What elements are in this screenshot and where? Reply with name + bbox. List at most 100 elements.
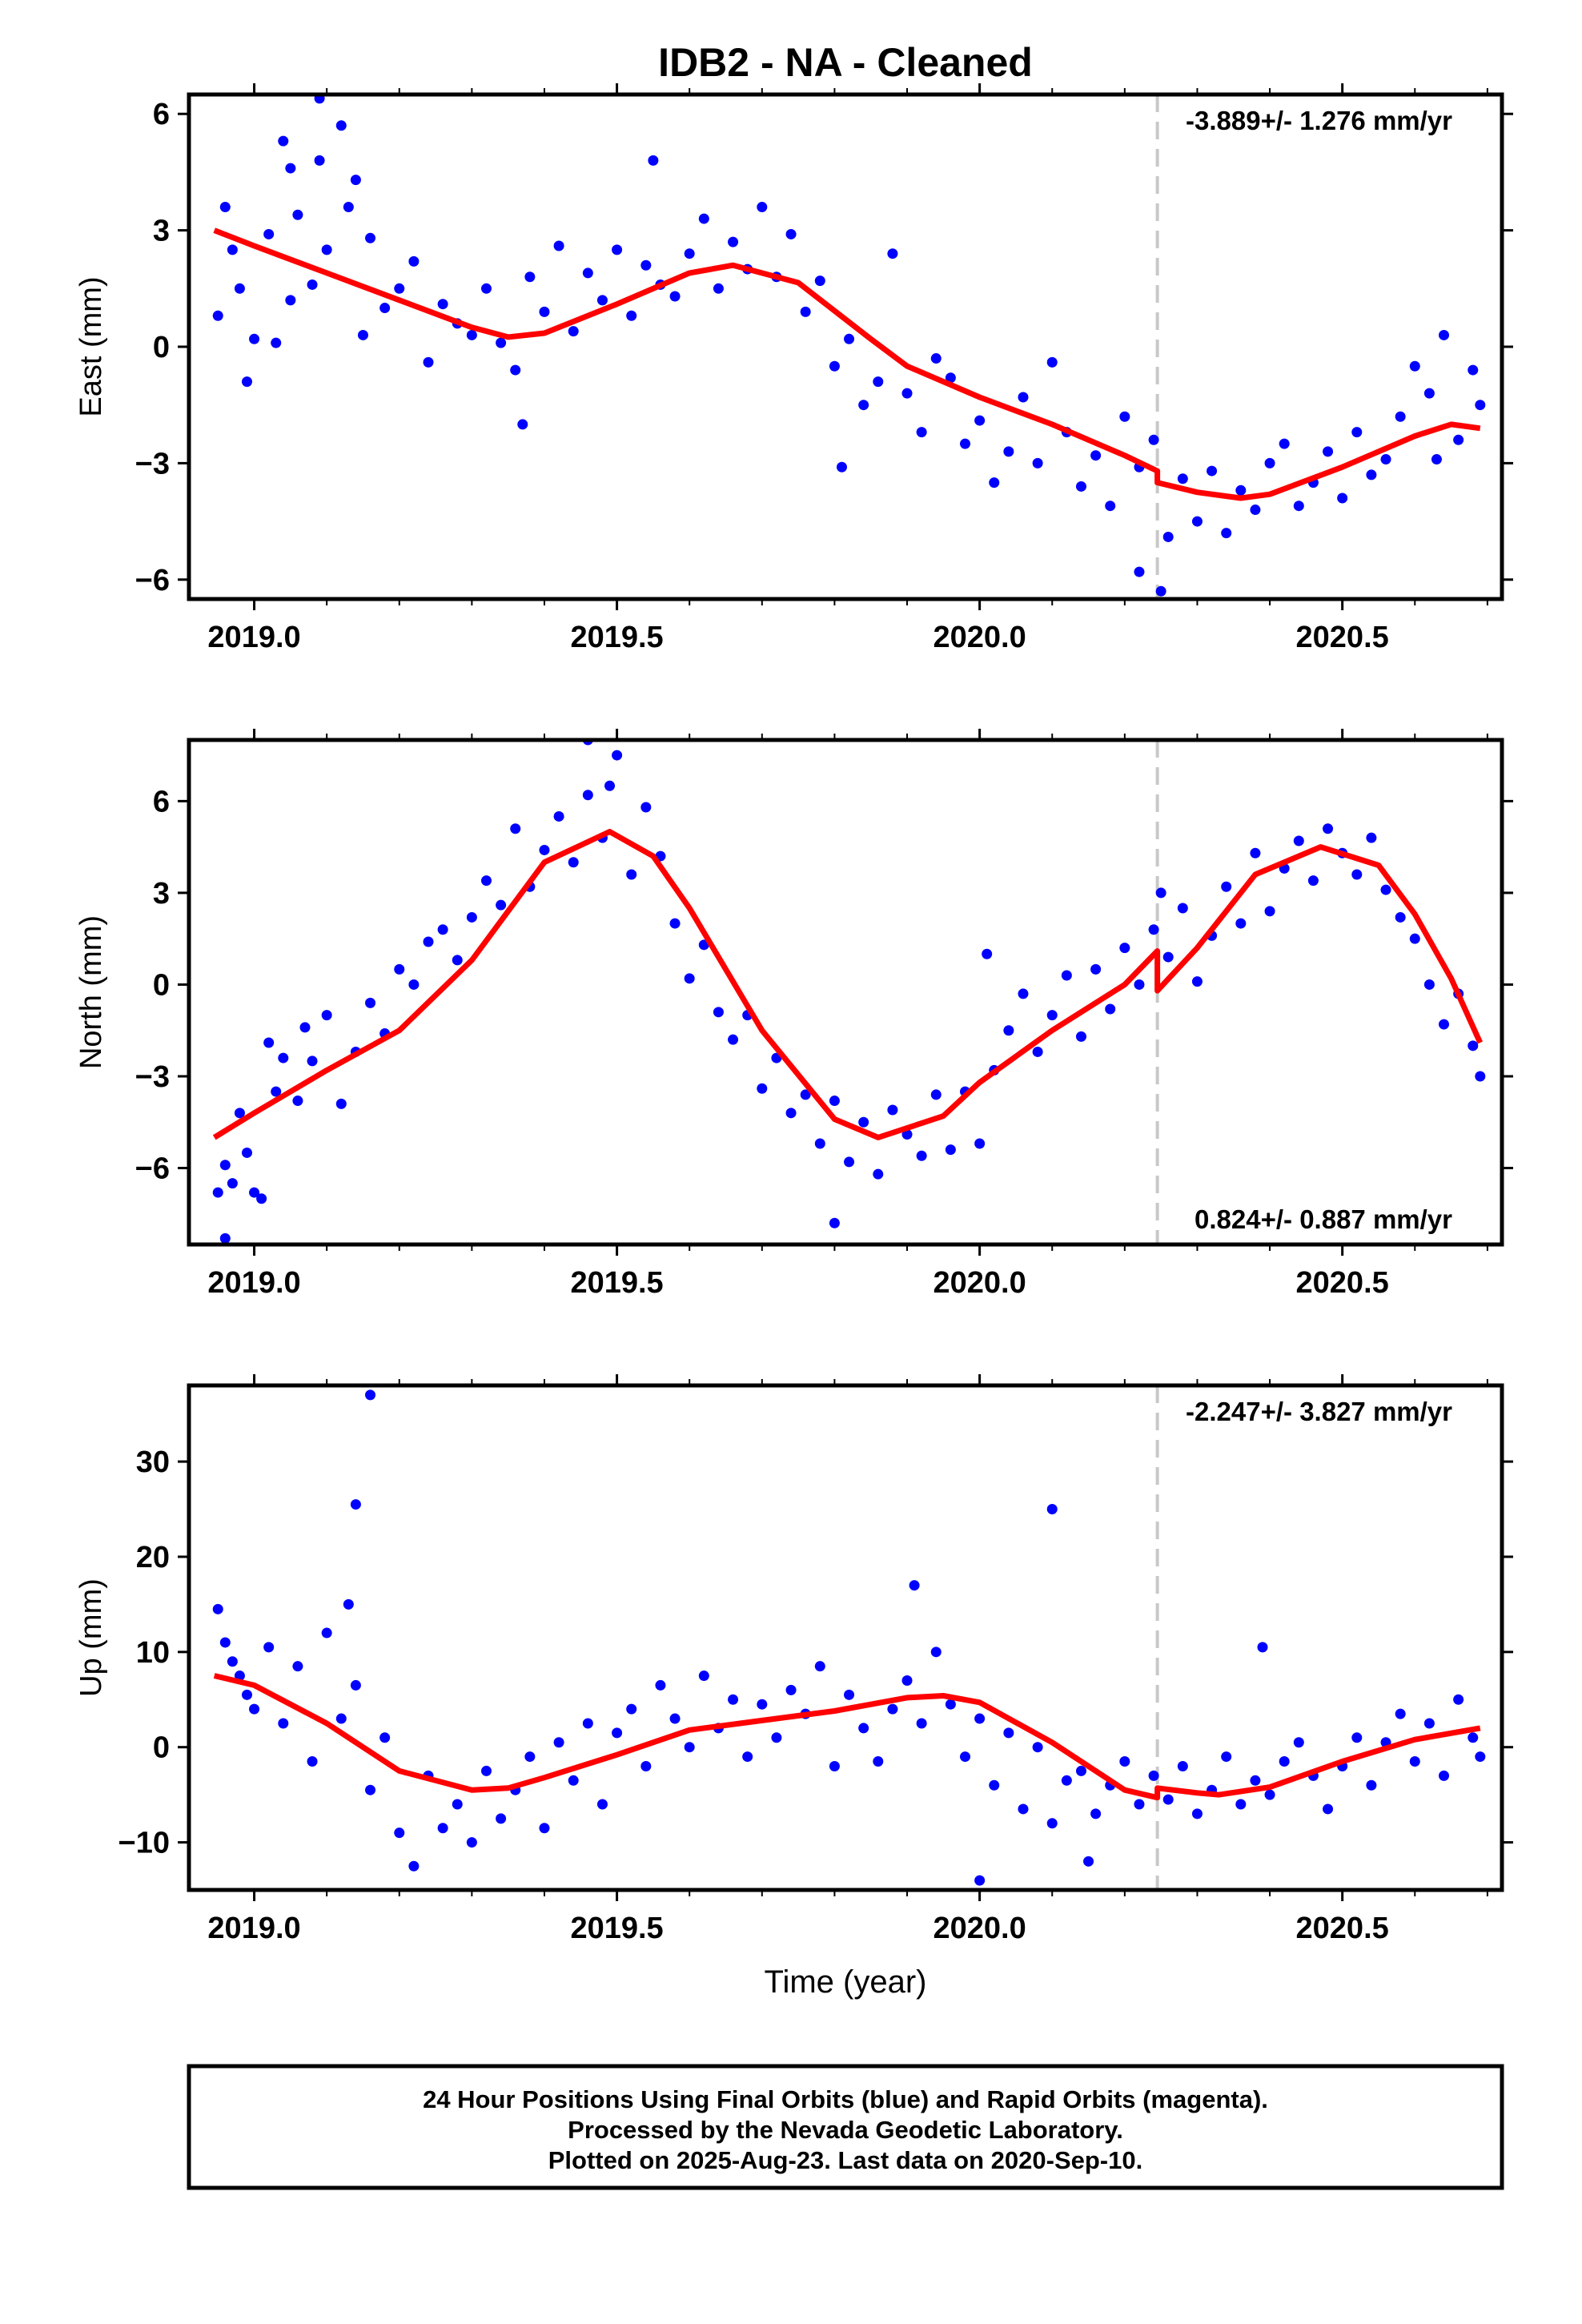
north-data-point xyxy=(858,1116,869,1128)
up-data-point xyxy=(466,1837,477,1848)
east-data-point xyxy=(1018,392,1029,403)
north-data-point xyxy=(887,1104,898,1116)
east-data-point xyxy=(974,415,986,426)
east-data-point xyxy=(365,232,376,243)
east-data-point xyxy=(343,202,354,213)
east-data-point xyxy=(829,360,840,372)
up-data-point xyxy=(212,1603,223,1614)
up-data-point xyxy=(1148,1770,1159,1781)
north-data-point xyxy=(873,1168,884,1180)
east-data-point xyxy=(249,333,260,344)
east-data-point xyxy=(684,248,695,259)
north-data-point xyxy=(299,1022,311,1033)
up-data-point xyxy=(1351,1732,1363,1743)
north-data-point xyxy=(945,1144,956,1156)
up-data-point xyxy=(1046,1818,1058,1829)
east-data-point xyxy=(1279,438,1290,449)
east-data-point xyxy=(582,267,593,279)
east-y-axis-label: East (mm) xyxy=(74,276,108,416)
up-data-point xyxy=(1293,1737,1304,1748)
up-data-point xyxy=(335,1713,347,1724)
up-data-point xyxy=(1250,1775,1261,1786)
north-data-point xyxy=(423,936,434,947)
up-data-point xyxy=(909,1580,920,1591)
north-data-point xyxy=(307,1055,318,1067)
up-data-point xyxy=(343,1598,354,1610)
north-y-tick-label: 3 xyxy=(153,877,170,911)
north-data-point xyxy=(249,1187,260,1198)
east-data-point xyxy=(1453,434,1464,445)
east-fit-line xyxy=(213,227,1481,501)
up-y-axis-label: Up (mm) xyxy=(74,1578,108,1697)
east-data-point xyxy=(314,155,325,166)
up-data-point xyxy=(844,1689,855,1700)
up-data-point xyxy=(568,1775,579,1786)
north-data-point xyxy=(1119,943,1130,954)
up-data-point xyxy=(365,1389,376,1401)
up-data-point xyxy=(1018,1803,1029,1815)
north-points xyxy=(212,740,1486,1244)
north-data-point xyxy=(496,899,507,911)
north-data-point xyxy=(1235,918,1247,929)
north-data-point xyxy=(466,911,477,923)
north-plot-frame xyxy=(187,738,1504,1247)
up-data-point xyxy=(887,1703,898,1715)
up-data-point xyxy=(640,1760,652,1771)
north-data-point xyxy=(1003,1025,1014,1036)
north-data-point xyxy=(1423,979,1435,990)
north-data-point xyxy=(1409,933,1420,944)
north-data-point xyxy=(510,823,521,834)
east-data-point xyxy=(1177,473,1188,485)
north-data-point xyxy=(394,963,405,975)
north-data-point xyxy=(1250,847,1261,858)
up-data-point xyxy=(1257,1642,1268,1653)
east-data-point xyxy=(873,376,884,388)
east-x-tick-label: 2020.0 xyxy=(934,621,1026,654)
north-data-point xyxy=(626,869,637,880)
north-data-point xyxy=(1307,875,1319,887)
up-data-point xyxy=(1177,1760,1188,1771)
east-data-point xyxy=(1439,329,1450,340)
east-data-point xyxy=(263,228,275,239)
up-data-point xyxy=(241,1689,252,1700)
east-data-point xyxy=(437,299,448,310)
north-data-point xyxy=(271,1086,282,1097)
east-data-point xyxy=(960,438,971,449)
east-data-point xyxy=(989,477,1000,489)
north-data-point xyxy=(553,810,564,822)
up-data-point xyxy=(249,1703,260,1715)
east-data-point xyxy=(1409,360,1420,372)
north-data-point xyxy=(227,1178,238,1189)
east-data-point xyxy=(271,337,282,348)
north-data-point xyxy=(974,1138,986,1149)
up-data-point xyxy=(596,1799,608,1810)
up-data-point xyxy=(989,1779,1000,1791)
up-data-point xyxy=(1409,1756,1420,1767)
east-y-tick-label: 0 xyxy=(153,331,170,364)
up-fit-line xyxy=(213,1673,1481,1801)
panels: 2019.0 2019.5 2020.0 2020.5 −6 −3 0 3 6 East (mm)… xyxy=(74,83,1513,1945)
east-data-point xyxy=(1264,457,1275,468)
north-data-point xyxy=(219,1160,231,1171)
north-data-point xyxy=(785,1108,797,1119)
east-data-point xyxy=(1003,446,1014,457)
up-data-point xyxy=(1046,1504,1058,1515)
north-data-point xyxy=(241,1147,252,1158)
east-data-point xyxy=(1468,364,1479,376)
north-data-point xyxy=(1380,884,1391,895)
up-data-point xyxy=(1323,1803,1334,1815)
north-x-tick-label: 2019.0 xyxy=(207,1266,300,1300)
north-data-point xyxy=(713,1007,724,1018)
north-y-tick-label: 0 xyxy=(153,968,170,1002)
north-y-tick-label: 6 xyxy=(153,785,170,818)
east-data-point xyxy=(626,310,637,321)
north-data-point xyxy=(604,780,616,791)
east-data-point xyxy=(335,120,347,131)
up-data-point xyxy=(1468,1732,1479,1743)
north-data-point xyxy=(292,1096,303,1107)
east-y-tick-label: −3 xyxy=(135,447,170,480)
north-data-point xyxy=(1134,979,1145,990)
north-data-point xyxy=(930,1089,942,1100)
up-data-point xyxy=(742,1751,753,1763)
up-data-point xyxy=(669,1713,681,1724)
